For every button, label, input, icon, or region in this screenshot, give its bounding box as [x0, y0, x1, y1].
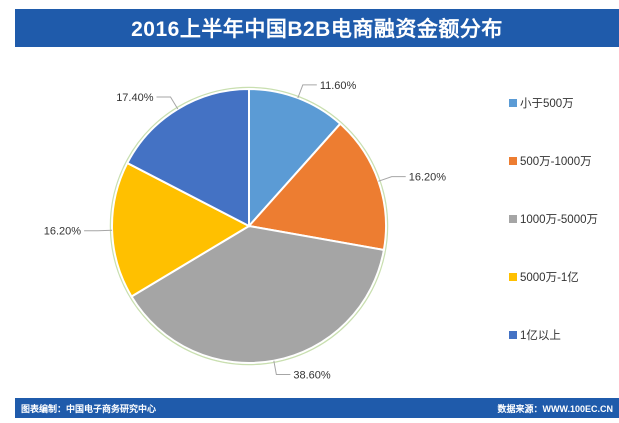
legend-swatch — [509, 273, 517, 281]
footer-source: 数据来源：WWW.100EC.CN — [497, 404, 613, 414]
pie-slice-2 — [130, 224, 386, 364]
legend-item-2: 1000万-5000万 — [509, 211, 598, 227]
pie-slice-0 — [248, 87, 342, 229]
legend-label: 小于500万 — [520, 98, 574, 110]
legend-item-3: 5000万-1亿 — [509, 269, 579, 285]
legend-swatch — [509, 99, 517, 107]
chart-title-bar: 2016上半年中国B2B电商融资金额分布 — [15, 9, 619, 47]
data-label-3: 16.20% — [44, 226, 82, 238]
legend-swatch — [509, 331, 517, 339]
data-label-1: 16.20% — [409, 172, 447, 184]
leader-line-2 — [273, 360, 291, 376]
data-label-0: 11.60% — [320, 80, 357, 92]
legend-swatch — [509, 157, 517, 165]
footer-bar: 图表编制：中国电子商务研究中心 数据来源：WWW.100EC.CN — [15, 398, 619, 418]
chart-title: 2016上半年中国B2B电商融资金额分布 — [131, 18, 503, 41]
pie-outline — [109, 86, 389, 366]
data-label-2: 38.60% — [293, 370, 331, 382]
footer-credit: 图表编制：中国电子商务研究中心 — [21, 404, 157, 414]
legend-swatch — [509, 215, 517, 223]
pie-slice-3 — [111, 161, 252, 298]
legend-label: 5000万-1亿 — [520, 272, 579, 284]
leader-line-4 — [156, 96, 179, 110]
legend-item-0: 小于500万 — [509, 95, 574, 111]
pie-slice-1 — [247, 122, 387, 252]
legend-item-4: 1亿以上 — [509, 327, 561, 343]
legend-label: 1亿以上 — [520, 330, 561, 342]
leader-line-0 — [297, 84, 317, 99]
leader-line-1 — [378, 176, 406, 182]
data-label-4: 17.40% — [116, 92, 154, 104]
legend-item-1: 500万-1000万 — [509, 153, 592, 169]
legend-label: 1000万-5000万 — [520, 214, 598, 226]
legend-label: 500万-1000万 — [520, 156, 592, 168]
